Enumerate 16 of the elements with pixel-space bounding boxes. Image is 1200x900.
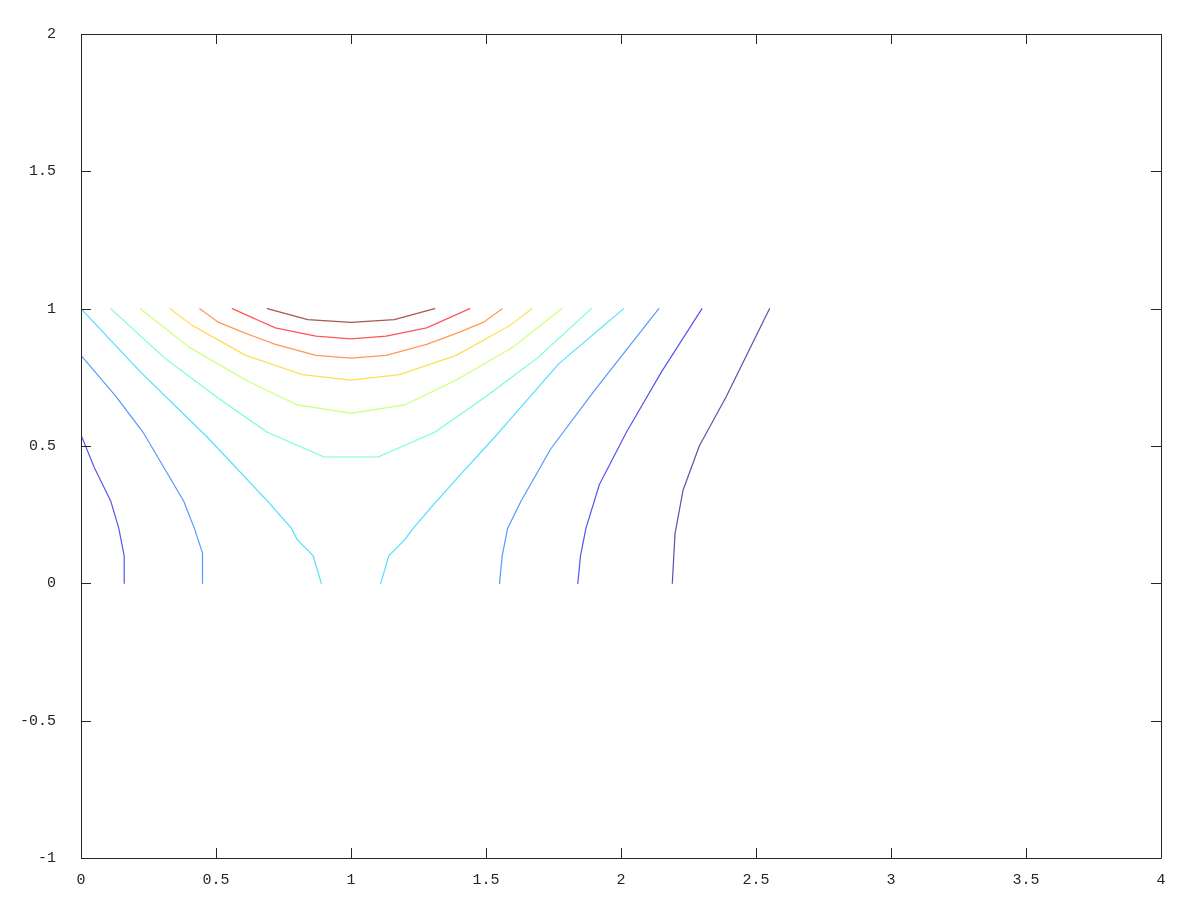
x-tick-label: 3: [886, 871, 896, 889]
x-tick-label: 2: [616, 871, 626, 889]
x-tick-label: 0.5: [202, 871, 230, 889]
y-tick-label: -0.5: [19, 712, 56, 730]
y-tick-label: 1: [46, 300, 56, 318]
x-tick-label: 0: [76, 871, 86, 889]
x-tick-label: 3.5: [1012, 871, 1040, 889]
x-tick-label: 1: [346, 871, 356, 889]
x-tick-label: 2.5: [742, 871, 770, 889]
y-tick-label: 0: [46, 575, 56, 593]
y-tick-label: -1: [37, 849, 56, 867]
y-tick-label: 0.5: [28, 437, 56, 455]
x-tick-label: 4: [1156, 871, 1166, 889]
x-tick-label: 1.5: [472, 871, 500, 889]
y-tick-label: 2: [46, 25, 56, 43]
y-tick-label: 1.5: [28, 163, 56, 181]
